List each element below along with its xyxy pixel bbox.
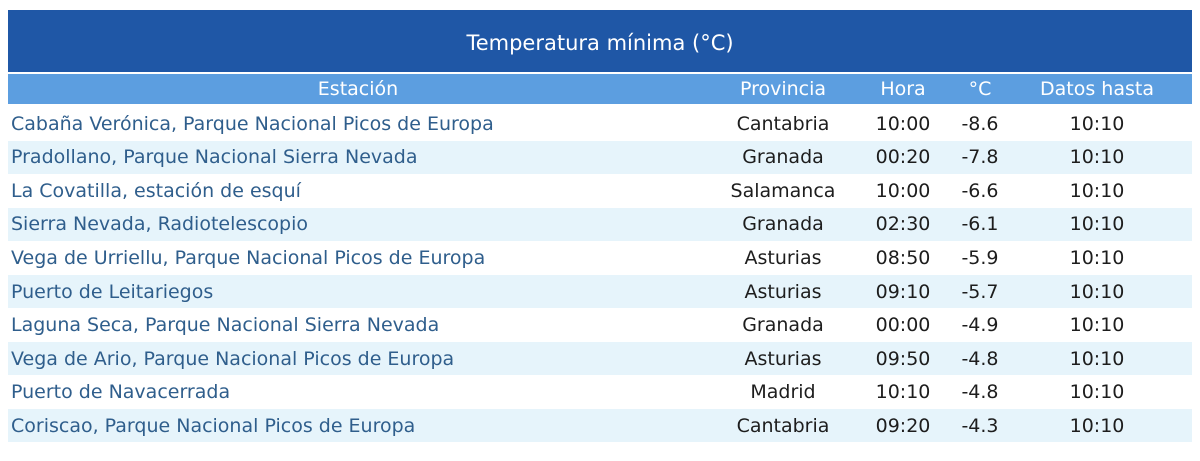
data-cell: 09:50: [875, 347, 931, 370]
data-cell: 10:10: [1069, 146, 1125, 169]
data-cell: 10:10: [1069, 112, 1125, 135]
data-cell: 00:00: [875, 314, 931, 337]
data-cell: Madrid: [750, 381, 816, 404]
table-row: Cabaña Verónica, Parque Nacional Picos d…: [8, 107, 1192, 140]
header-row: Estación Provincia Hora °C Datos hasta: [8, 74, 1192, 104]
header-cell: Provincia: [739, 78, 827, 100]
data-cell: Cantabria: [736, 414, 830, 437]
data-cell: -6.6: [961, 179, 999, 202]
station-cell: Cabaña Verónica, Parque Nacional Picos d…: [11, 112, 494, 135]
data-cell: 10:10: [1069, 381, 1125, 404]
data-cell: 10:00: [875, 179, 931, 202]
station-cell: Laguna Seca, Parque Nacional Sierra Neva…: [11, 314, 440, 337]
header-cell: Datos hasta: [1040, 78, 1154, 100]
data-cell: -4.8: [961, 347, 999, 370]
table-row: La Covatilla, estación de esquí Salamanca…: [8, 174, 1192, 207]
table-row: Vega de Ario, Parque Nacional Picos de E…: [8, 342, 1192, 376]
data-cell: 10:10: [1069, 179, 1125, 202]
station-cell: Puerto de Navacerrada: [11, 381, 231, 404]
data-cell: 10:10: [875, 381, 931, 404]
data-cell: 02:30: [875, 213, 931, 236]
station-cell: Coriscao, Parque Nacional Picos de Europ…: [11, 414, 416, 437]
table-row: Vega de Urriellu, Parque Nacional Picos …: [8, 241, 1192, 274]
table-title: Temperatura mínima (°C): [8, 10, 1192, 72]
data-cell: -5.9: [961, 246, 999, 269]
data-cell: 09:10: [875, 280, 931, 303]
data-cell: 10:10: [1069, 280, 1125, 303]
data-cell: 10:10: [1069, 414, 1125, 437]
data-cell: Granada: [742, 213, 824, 236]
data-cell: Cantabria: [736, 112, 830, 135]
data-cell: 10:10: [1069, 314, 1125, 337]
header-cell: Estación: [317, 78, 399, 100]
data-cell: -4.9: [961, 314, 999, 337]
header-cell: °C: [968, 78, 992, 100]
data-cell: Granada: [742, 146, 824, 169]
data-cell: -8.6: [961, 112, 999, 135]
table-row: Coriscao, Parque Nacional Picos de Europ…: [8, 409, 1192, 443]
station-cell: La Covatilla, estación de esquí: [11, 179, 301, 202]
data-cell: Asturias: [744, 246, 822, 269]
data-cell: -4.3: [961, 414, 999, 437]
data-cell: Asturias: [744, 280, 822, 303]
table-row: Puerto de Leitariegos Asturias 09:10 -5.7 10…: [8, 275, 1192, 308]
data-cell: 09:20: [875, 414, 931, 437]
data-cell: 10:10: [1069, 246, 1125, 269]
header-cell: Hora: [880, 78, 926, 100]
data-cell: -6.1: [961, 213, 999, 236]
table-row: Puerto de Navacerrada Madrid 10:10 -4.8 10:1…: [8, 376, 1192, 409]
table-row: Laguna Seca, Parque Nacional Sierra Neva…: [8, 309, 1192, 342]
data-cell: Salamanca: [730, 179, 836, 202]
station-cell: Sierra Nevada, Radiotelescopio: [11, 213, 309, 236]
data-cell: 10:10: [1069, 347, 1125, 370]
data-cell: 00:20: [875, 146, 931, 169]
station-cell: Vega de Urriellu, Parque Nacional Picos …: [11, 246, 486, 269]
station-cell: Pradollano, Parque Nacional Sierra Nevad…: [11, 146, 418, 169]
table-row: Sierra Nevada, Radiotelescopio Granada 02:…: [8, 207, 1192, 241]
data-cell: Asturias: [744, 347, 822, 370]
data-cell: 10:10: [1069, 213, 1125, 236]
station-cell: Vega de Ario, Parque Nacional Picos de E…: [11, 347, 455, 370]
data-cell: -7.8: [961, 146, 999, 169]
data-cell: -5.7: [961, 280, 999, 303]
data-cell: -4.8: [961, 381, 999, 404]
data-cell: Granada: [742, 314, 824, 337]
table-row: Pradollano, Parque Nacional Sierra Nevad…: [8, 140, 1192, 174]
station-cell: Puerto de Leitariegos: [11, 280, 214, 303]
data-cell: 10:00: [875, 112, 931, 135]
data-cell: 08:50: [875, 246, 931, 269]
